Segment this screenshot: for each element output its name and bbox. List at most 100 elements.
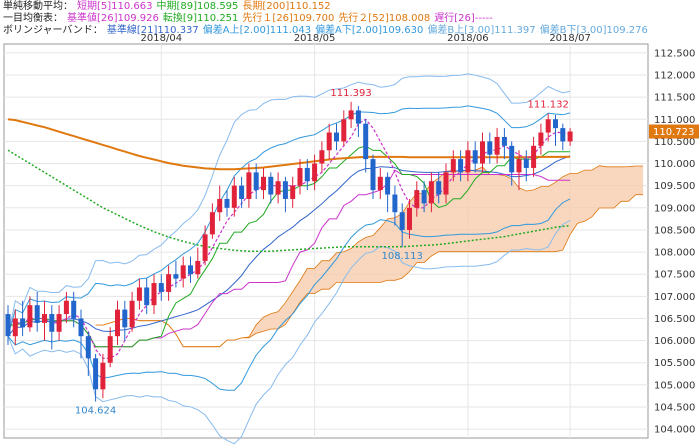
candle-body xyxy=(348,110,354,120)
candle-body xyxy=(261,176,266,191)
bb-a-upper-line xyxy=(7,105,571,337)
legend-senkou2: 先行２[52]108.008 xyxy=(338,13,431,24)
y-tick-label: 109.000 xyxy=(654,203,695,214)
candle-body xyxy=(71,300,77,319)
sma-mid-line xyxy=(7,149,571,252)
candle-body xyxy=(516,159,522,173)
y-axis-labels: 104.000 104.500 105.000 105.500 106.000 106.5… xyxy=(654,48,695,435)
candle-body xyxy=(304,167,310,182)
candle-body xyxy=(107,336,113,363)
price-annotations: 111.393 111.132 104.624 108.113 xyxy=(75,88,569,417)
y-tick-label: 106.000 xyxy=(654,336,695,347)
x-tick-label: 2018/05 xyxy=(294,33,336,44)
legend-ichimoku-label: 一目均衡表： xyxy=(3,13,63,24)
legend-sma-mid: 中期[89]108.595 xyxy=(156,1,239,12)
legend-bb-a-lower: 偏差A下[2.00]109.630 xyxy=(315,25,424,36)
candle-body xyxy=(173,274,179,279)
candle-body xyxy=(509,145,515,173)
y-tick-label: 105.500 xyxy=(654,358,695,369)
candlesticks xyxy=(5,101,573,402)
legend-sma: 単純移動平均： 短期[5]110.663 中期[89]108.595 長期[200]1… xyxy=(3,1,335,13)
candle-body xyxy=(202,234,208,261)
candle-body xyxy=(319,150,325,164)
legend-chikou: 遅行[26]----- xyxy=(434,13,493,24)
candle-body xyxy=(144,287,150,306)
legend-sma-long: 長期[200]110.152 xyxy=(242,1,331,12)
candle-body xyxy=(49,314,55,332)
candle-body xyxy=(34,305,40,323)
current-price-box xyxy=(649,124,699,139)
candle-body xyxy=(501,136,507,146)
x-axis-labels: 2018/04 2018/05 2018/06 2018/07 xyxy=(141,33,591,44)
candle-body xyxy=(209,212,215,235)
y-tick-label: 106.500 xyxy=(654,314,695,325)
legend-ichimoku: 一目均衡表： 基準値[26]109.926 転換[9]110.251 先行１[26]1… xyxy=(3,13,497,25)
candle-body xyxy=(5,314,11,337)
y-tick-label: 104.500 xyxy=(654,403,695,414)
legend-kijun: 基準値[26]109.926 xyxy=(67,13,159,24)
current-price-label: 110.723 xyxy=(653,127,694,138)
candle-body xyxy=(224,198,230,208)
candle-body xyxy=(465,150,471,173)
candle-body xyxy=(428,181,434,204)
candle-body xyxy=(246,172,252,199)
price-annotation: 111.393 xyxy=(330,88,371,99)
candle-body xyxy=(27,305,33,328)
candle-body xyxy=(458,159,464,173)
y-tick-label: 107.000 xyxy=(654,292,695,303)
candle-body xyxy=(56,314,62,332)
price-annotation: 108.113 xyxy=(382,251,423,262)
current-price-marker: 110.723 xyxy=(649,124,699,139)
y-tick-label: 112.500 xyxy=(654,48,695,59)
candle-body xyxy=(282,181,288,199)
candle-body xyxy=(545,119,551,133)
legend-bollinger: ボリンジャーバンド： 基準線[21]110.337 偏差A上[2.00]111.04… xyxy=(3,25,652,37)
price-annotation: 111.132 xyxy=(528,99,569,110)
y-tick-label: 107.500 xyxy=(654,270,695,281)
candle-body xyxy=(407,207,412,230)
legend-bb-a-upper: 偏差A上[2.00]111.043 xyxy=(202,25,312,36)
ichimoku-cloud xyxy=(95,165,644,348)
legend-bb-mid: 基準線[21]110.337 xyxy=(106,25,199,36)
senkou-span2-line xyxy=(95,194,644,348)
tenkan-line xyxy=(8,145,571,348)
candle-body xyxy=(450,159,456,173)
candle-body xyxy=(480,141,485,164)
legend-sma-short: 短期[5]110.663 xyxy=(77,1,153,12)
candle-body xyxy=(275,181,281,195)
candle-body xyxy=(195,260,201,275)
candle-body xyxy=(151,283,157,306)
y-tick-label: 104.000 xyxy=(654,425,695,436)
y-tick-label: 108.500 xyxy=(654,225,695,236)
candle-body xyxy=(436,181,442,195)
candle-body xyxy=(42,314,47,323)
y-tick-label: 110.000 xyxy=(654,159,695,170)
candle-body xyxy=(166,274,172,292)
candle-body xyxy=(392,194,398,213)
candle-body xyxy=(523,159,529,168)
price-annotation: 104.624 xyxy=(75,406,116,417)
candle-body xyxy=(136,287,142,301)
candle-body xyxy=(100,362,106,390)
candle-body xyxy=(115,309,120,337)
candle-body xyxy=(560,128,566,142)
candle-body xyxy=(355,110,361,124)
candle-body xyxy=(78,318,84,337)
legend-bb-b-lower: 偏差B下[3.00]109.276 xyxy=(539,25,648,36)
candle-body xyxy=(377,176,383,191)
y-tick-label: 109.500 xyxy=(654,181,695,192)
candle-body xyxy=(399,212,405,230)
candle-body xyxy=(326,132,332,151)
candle-body xyxy=(253,172,259,191)
legend-tenkan: 転換[9]110.251 xyxy=(162,13,239,24)
candle-body xyxy=(553,119,558,129)
x-tick-label: 2018/06 xyxy=(447,33,489,44)
y-tick-label: 112.000 xyxy=(654,70,695,81)
candle-body xyxy=(567,131,573,142)
candle-body xyxy=(341,119,347,142)
candle-body xyxy=(538,132,544,146)
legend-bb-b-upper: 偏差B上[3.00]111.397 xyxy=(427,25,536,36)
candle-body xyxy=(414,190,420,208)
candle-body xyxy=(122,309,128,328)
